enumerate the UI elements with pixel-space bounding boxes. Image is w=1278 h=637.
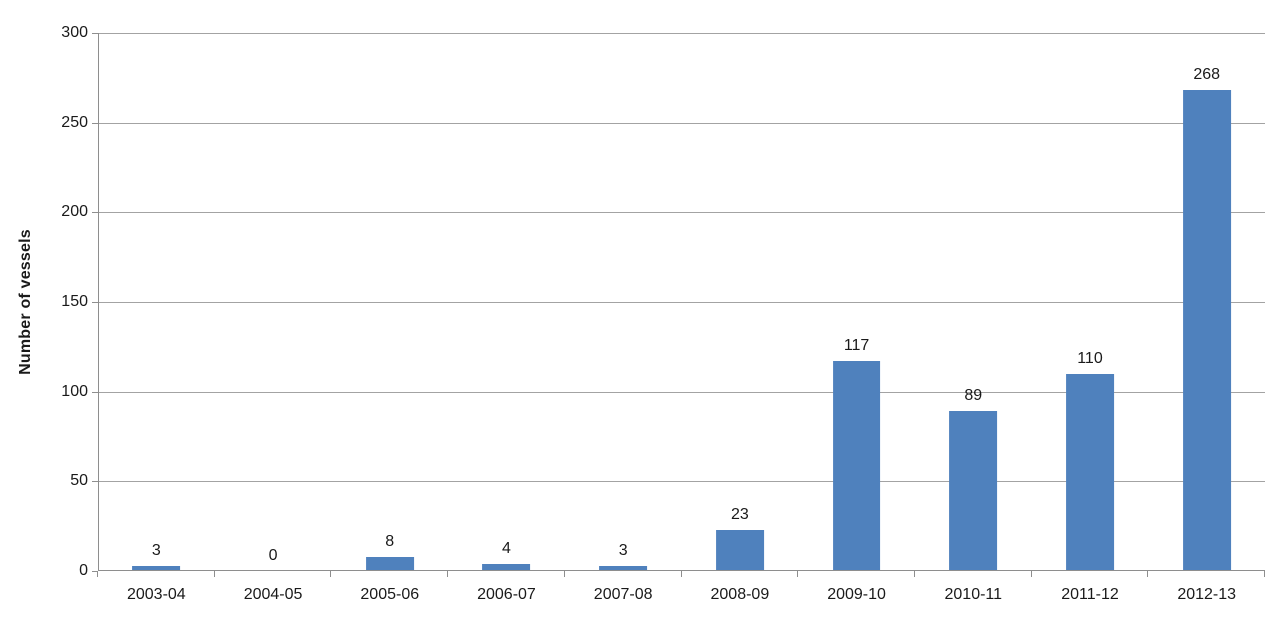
y-tick-label-50: 50 <box>70 472 88 490</box>
x-tick-mark-6 <box>797 571 799 577</box>
data-label-2007-08: 3 <box>618 541 628 559</box>
y-axis-title: Number of vessels <box>17 229 34 375</box>
x-tick-mark-9 <box>1147 571 1149 577</box>
gridline-100 <box>98 391 1265 393</box>
x-tick-mark-2 <box>330 571 332 577</box>
bar-series: 3 0 8 4 3 23 117 89 110 268 <box>98 33 1265 571</box>
x-tick-label-2012-13: 2012-13 <box>1177 586 1237 603</box>
gridline-250 <box>98 122 1265 124</box>
x-tick-mark-10 <box>1264 571 1265 577</box>
y-tick-mark-200 <box>92 212 98 214</box>
bar-2008-09 <box>715 529 764 571</box>
x-tick-label-2003-04: 2003-04 <box>126 586 186 603</box>
gridline-300 <box>98 33 1265 34</box>
bar-slot-2007-08: 3 <box>565 33 682 571</box>
bar-2009-10 <box>832 361 881 571</box>
bar-2011-12 <box>1066 373 1114 571</box>
bar-2005-06 <box>365 556 414 571</box>
y-tick-label-300: 300 <box>61 24 88 41</box>
data-label-2004-05: 0 <box>268 547 278 564</box>
y-tick-mark-150 <box>92 302 98 303</box>
x-tick-mark-5 <box>680 571 682 577</box>
data-label-2003-04: 3 <box>151 541 161 559</box>
data-label-2010-11: 89 <box>964 387 983 405</box>
bar-slot-2011-12: 110 <box>1032 33 1149 571</box>
bar-slot-2005-06: 8 <box>331 33 448 571</box>
x-axis-category-labels: 2003-04 2004-05 2005-06 2006-07 2007-08 2008-… <box>98 585 1265 605</box>
y-axis-line <box>98 33 99 571</box>
data-label-2009-10: 117 <box>843 337 870 355</box>
data-label-2008-09: 23 <box>730 505 749 523</box>
x-tick-label-2010-11: 2010-11 <box>944 586 1003 603</box>
bar-2006-07 <box>482 563 531 571</box>
x-tick-mark-8 <box>1030 571 1032 577</box>
x-tick-label-2011-12: 2011-12 <box>1061 586 1119 603</box>
x-tick-label-2009-10: 2009-10 <box>827 586 886 603</box>
x-tick-mark-3 <box>447 571 449 577</box>
bar-slot-2012-13: 268 <box>1148 33 1265 571</box>
data-label-2011-12: 110 <box>1077 349 1103 367</box>
x-tick-label-2004-05: 2004-05 <box>243 586 303 603</box>
y-tick-mark-0 <box>92 571 98 572</box>
bar-slot-2003-04: 3 <box>98 33 215 571</box>
bar-2010-11 <box>949 411 998 571</box>
bar-2003-04 <box>132 565 181 571</box>
bar-slot-2010-11: 89 <box>915 33 1032 571</box>
x-tick-label-2006-07: 2006-07 <box>477 586 536 603</box>
y-tick-label-250: 250 <box>61 113 88 131</box>
y-tick-label-150: 150 <box>61 293 88 310</box>
y-tick-label-200: 200 <box>61 203 88 221</box>
x-tick-mark-1 <box>213 571 215 577</box>
y-tick-label-100: 100 <box>61 382 88 400</box>
plot-area: 3 0 8 4 3 23 117 89 110 268 <box>92 33 1265 577</box>
y-tick-mark-250 <box>92 122 98 124</box>
y-tick-mark-100 <box>92 391 98 393</box>
x-tick-label-2007-08: 2007-08 <box>593 586 653 603</box>
bar-2012-13 <box>1182 90 1231 571</box>
bar-slot-2004-05: 0 <box>215 33 332 571</box>
gridline-150 <box>98 302 1265 303</box>
data-label-2012-13: 268 <box>1193 66 1221 84</box>
bar-slot-2006-07: 4 <box>448 33 565 571</box>
x-tick-label-2008-09: 2008-09 <box>710 586 770 603</box>
bar-slot-2008-09: 23 <box>682 33 799 571</box>
x-tick-label-2005-06: 2005-06 <box>360 586 420 603</box>
gridline-200 <box>98 212 1265 214</box>
x-tick-mark-7 <box>913 571 915 577</box>
bar-slot-2009-10: 117 <box>798 33 915 571</box>
x-axis-line <box>98 570 1265 571</box>
y-tick-label-0: 0 <box>79 562 88 579</box>
bar-2007-08 <box>599 565 648 571</box>
x-tick-mark-4 <box>563 571 565 577</box>
data-label-2005-06: 8 <box>385 532 395 550</box>
x-tick-mark-0 <box>97 571 98 577</box>
y-axis-tick-labels: 0 50 100 150 200 250 300 <box>34 24 88 579</box>
data-label-2006-07: 4 <box>502 539 511 557</box>
y-tick-mark-300 <box>92 33 98 34</box>
gridline-50 <box>98 481 1265 483</box>
y-tick-mark-50 <box>92 481 98 483</box>
